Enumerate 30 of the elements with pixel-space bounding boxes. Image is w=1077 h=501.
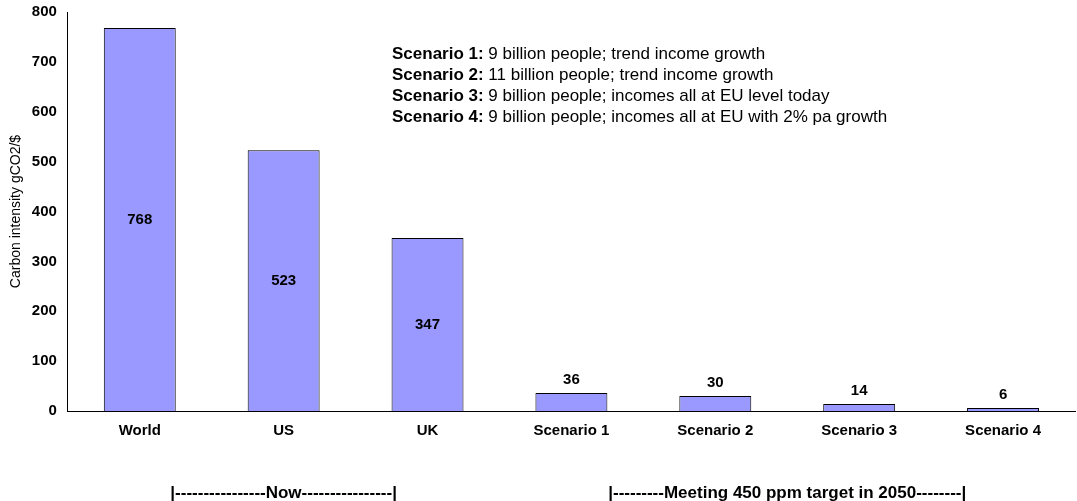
x-tick-label: US bbox=[273, 421, 295, 439]
y-tick-label: 600 bbox=[31, 101, 57, 119]
data-label: 14 bbox=[850, 380, 869, 398]
y-tick-label: 100 bbox=[31, 351, 57, 369]
data-label: 6 bbox=[998, 384, 1008, 402]
annotation: Scenario 3: 9 billion people; incomes all at EU level today bbox=[392, 86, 831, 105]
x-tick-label: UK bbox=[416, 421, 439, 439]
y-tick-label: 0 bbox=[48, 401, 57, 419]
x-tick-label: World bbox=[118, 421, 161, 439]
data-label: 523 bbox=[271, 270, 297, 288]
y-tick-label: 200 bbox=[31, 301, 57, 319]
x-tick-label: Scenario 1 bbox=[533, 421, 610, 439]
y-tick-label: 300 bbox=[31, 251, 57, 269]
y-tick-label: 800 bbox=[31, 2, 57, 20]
y-tick-label: 700 bbox=[31, 52, 57, 70]
annotation: Scenario 2: 11 billion people; trend income growth bbox=[392, 65, 774, 84]
y-tick-label: 400 bbox=[31, 201, 57, 219]
y-tick-label: 500 bbox=[31, 151, 57, 169]
annotation: Scenario 4: 9 billion people; incomes all at EU with 2% pa growth bbox=[392, 107, 888, 126]
x-tick-label: Scenario 2 bbox=[677, 421, 754, 439]
text: |----------------Now----------------| bbox=[170, 483, 397, 501]
data-label: 347 bbox=[415, 314, 441, 332]
x-tick-label: Scenario 3 bbox=[821, 421, 898, 439]
x-tick-label: Scenario 4 bbox=[965, 421, 1042, 439]
data-label: 36 bbox=[563, 369, 580, 387]
annotation: Scenario 1: 9 billion people; trend income growth bbox=[392, 44, 766, 63]
data-label: 768 bbox=[127, 209, 153, 227]
y-axis-title: Carbon intensity gCO2/$ bbox=[7, 134, 24, 289]
data-label: 30 bbox=[706, 372, 724, 390]
text: |---------Meeting 450 ppm target in 2050--------| bbox=[608, 483, 967, 501]
